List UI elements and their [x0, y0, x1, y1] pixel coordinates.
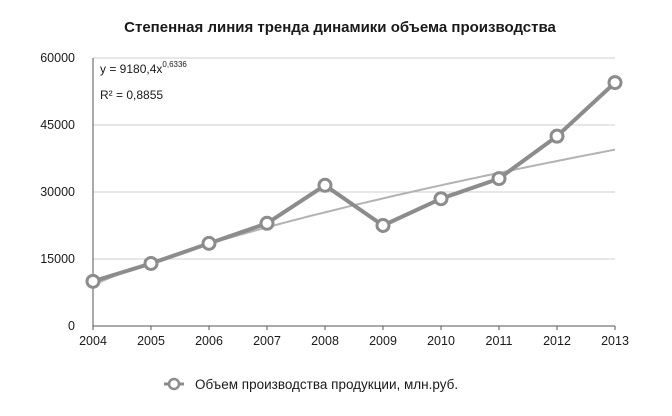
series-line: [92, 81, 617, 284]
y-tick-label: 15000: [40, 252, 75, 266]
trendline-group: [92, 148, 616, 286]
series-group: [85, 75, 623, 289]
r-squared-label: R² = 0,8855: [100, 88, 163, 102]
data-point: [607, 75, 623, 91]
x-tick-label: 2009: [369, 334, 397, 348]
legend-marker-icon: [167, 377, 181, 391]
x-tick-label: 2013: [601, 334, 629, 348]
data-point: [85, 273, 101, 289]
y-tick-label: 30000: [40, 185, 75, 199]
x-tick-label: 2007: [253, 334, 281, 348]
y-tick-labels: 0 15000 30000 45000 60000: [40, 51, 75, 333]
x-tick-label: 2010: [427, 334, 455, 348]
data-point: [375, 218, 391, 233]
data-point: [259, 215, 275, 231]
x-tick-label: 2004: [79, 334, 107, 348]
legend-label: Объем производства продукции, млн.руб.: [195, 377, 458, 392]
x-tick-label: 2011: [486, 334, 513, 348]
y-tick-label: 0: [68, 319, 75, 333]
y-tick-label: 60000: [40, 51, 75, 65]
data-point: [143, 255, 159, 271]
x-tick-label: 2008: [311, 334, 339, 348]
x-tick-label: 2006: [195, 334, 223, 348]
trendline-equation: y = 9180,4x0,6336: [100, 60, 187, 76]
data-point: [317, 177, 333, 193]
y-tick-label: 45000: [40, 118, 75, 132]
data-point: [491, 171, 507, 187]
x-tick-label: 2005: [137, 334, 165, 348]
gridlines: [93, 57, 615, 260]
x-tick-label: 2012: [543, 334, 571, 348]
data-point: [433, 191, 449, 207]
x-tick-labels: 2004 2005 2006 2007 2008 2009 2010 2011 2012 2013: [79, 326, 629, 348]
trendline: [92, 148, 616, 286]
chart-title: Степенная линия тренда динамики объема п…: [124, 19, 556, 36]
legend: Объем производства продукции, млн.руб.: [164, 377, 458, 392]
data-point: [201, 235, 217, 251]
data-point: [549, 128, 565, 144]
